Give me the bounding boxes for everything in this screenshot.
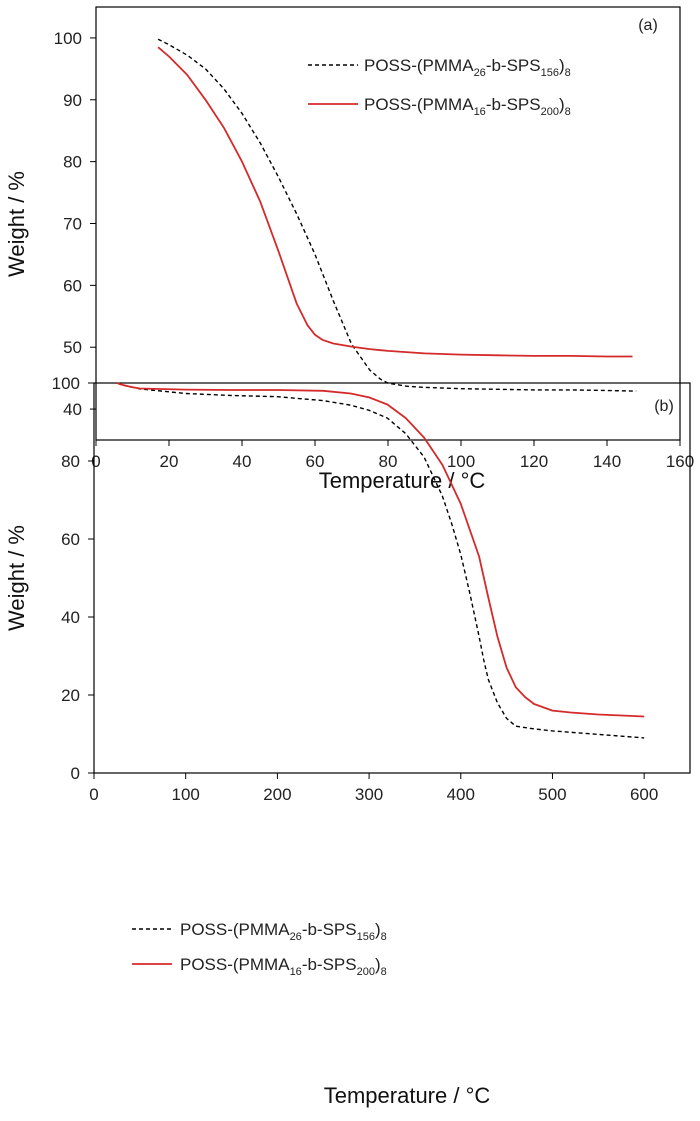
y-tick-label: 40	[63, 400, 82, 419]
x-axis-label: Temperature / °C	[319, 468, 486, 493]
legend-entry-2: POSS-(PMMA16-b-SPS200)8	[132, 955, 387, 978]
y-tick-label: 50	[63, 338, 82, 357]
y-tick-label: 80	[61, 452, 80, 471]
x-tick-label: 200	[263, 785, 291, 804]
x-tick-label: 600	[630, 785, 658, 804]
y-tick-label: 100	[52, 374, 80, 393]
y-tick-label: 60	[63, 276, 82, 295]
y-tick-label: 90	[63, 91, 82, 110]
x-tick-label: 0	[89, 785, 98, 804]
x-tick-label: 140	[593, 452, 621, 471]
legend-entry-2: POSS-(PMMA16-b-SPS200)8	[308, 95, 571, 118]
chart-panel-b: 0 100 200 300 400 500 600020406080100Temperatu…	[4, 374, 691, 1108]
legend-label: POSS-(PMMA16-b-SPS200)8	[180, 955, 387, 978]
series-line-1	[157, 38, 637, 392]
series-line-2	[116, 382, 645, 718]
x-tick-label: 40	[233, 452, 252, 471]
x-axis-label: Temperature / °C	[324, 1083, 491, 1108]
x-tick-label: 100	[447, 452, 475, 471]
x-tick-label: 80	[379, 452, 398, 471]
plot-frame	[93, 382, 691, 774]
x-tick-label: 500	[538, 785, 566, 804]
y-tick-label: 0	[71, 764, 80, 783]
y-tick-label: 100	[54, 29, 82, 48]
x-tick-label: 300	[355, 785, 383, 804]
y-axis-label: Weight / %	[4, 171, 29, 277]
legend-entry-1: POSS-(PMMA26-b-SPS156)8	[132, 920, 387, 943]
y-tick-label: 40	[61, 608, 80, 627]
x-tick-label: 120	[520, 452, 548, 471]
legend-label: POSS-(PMMA16-b-SPS200)8	[364, 95, 571, 118]
x-tick-label: 20	[160, 452, 179, 471]
x-tick-label: 100	[172, 785, 200, 804]
legend-label: POSS-(PMMA26-b-SPS156)8	[364, 56, 571, 79]
y-tick-label: 60	[61, 530, 80, 549]
x-tick-label: 400	[447, 785, 475, 804]
panel-label: (b)	[654, 398, 674, 415]
x-tick-label: 160	[666, 452, 694, 471]
y-tick-label: 80	[63, 153, 82, 172]
y-tick-label: 20	[61, 686, 80, 705]
chart-panel-a: 0 20 40 60 80 100 120 140 160405060708090100Temp…	[4, 6, 694, 493]
series-line-2	[157, 46, 633, 358]
legend-entry-1: POSS-(PMMA26-b-SPS156)8	[308, 56, 571, 79]
x-tick-label: 60	[306, 452, 325, 471]
y-axis-label: Weight / %	[4, 525, 29, 631]
x-tick-label: 0	[91, 452, 100, 471]
series-line-1	[116, 382, 645, 739]
legend-label: POSS-(PMMA26-b-SPS156)8	[180, 920, 387, 943]
panel-label: (a)	[638, 17, 658, 34]
y-tick-label: 70	[63, 215, 82, 234]
